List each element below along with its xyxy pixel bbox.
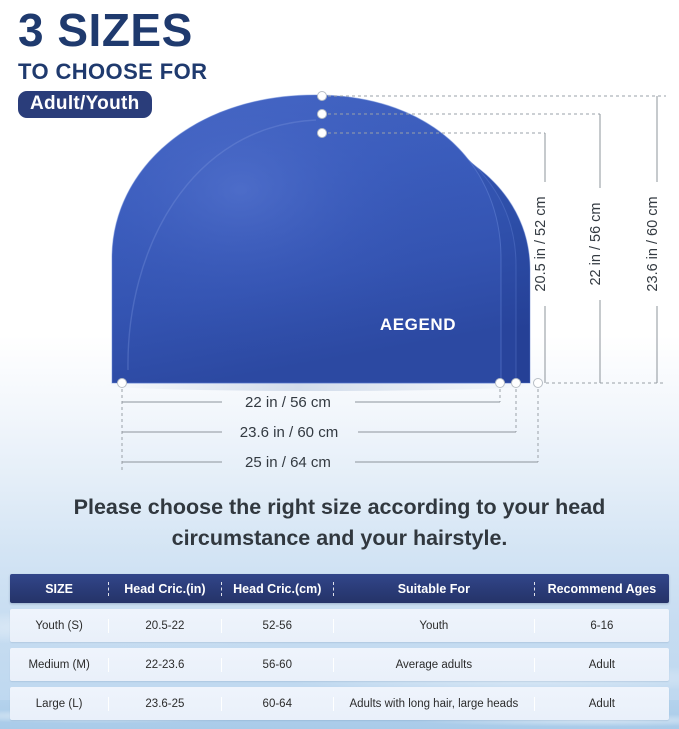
column-header-size: SIZE bbox=[10, 581, 110, 596]
cap-seam-highlight bbox=[127, 119, 317, 371]
table-row: Medium (M) 22-23.6 56-60 Average adults … bbox=[10, 648, 669, 681]
cell-ages: 6-16 bbox=[590, 619, 614, 632]
svg-text:20.5 in / 52 cm: 20.5 in / 52 cm bbox=[533, 196, 549, 291]
cell-size: Large (L) bbox=[10, 696, 110, 711]
cell-head-cm: 60-64 bbox=[222, 696, 334, 711]
anchor-dot-bottom-medium bbox=[511, 378, 521, 388]
anchor-dot-apex-medium bbox=[317, 109, 327, 119]
cell-size: Youth (S) bbox=[10, 618, 110, 633]
anchor-dot-apex-small bbox=[317, 91, 327, 101]
cell-suitable: Adults with long hair, large heads bbox=[334, 696, 535, 711]
audience-badge: Adult/Youth bbox=[18, 91, 152, 118]
table-header-row: SIZE Head Cric.(in) Head Cric.(cm) Suita… bbox=[10, 574, 669, 603]
size-chart-table: SIZE Head Cric.(in) Head Cric.(cm) Suita… bbox=[10, 574, 669, 720]
svg-text:AEGEND: AEGEND bbox=[380, 315, 456, 334]
cell-head-in: 20.5-22 bbox=[109, 618, 222, 633]
dim-row-horizontal-2: 23.6 in / 60 cm bbox=[122, 424, 516, 441]
dim-label-vertical-1: 20.5 in / 52 cm bbox=[533, 182, 554, 306]
column-header-suitable: Suitable For bbox=[334, 581, 535, 596]
dim-label-vertical-3: 23.6 in / 60 cm bbox=[645, 182, 666, 306]
column-header-ages: Recommend Ages bbox=[547, 581, 657, 596]
svg-text:22 in / 56 cm: 22 in / 56 cm bbox=[588, 202, 604, 285]
svg-text:22 in / 56 cm: 22 in / 56 cm bbox=[245, 394, 331, 411]
cell-head-in: 23.6-25 bbox=[109, 696, 222, 711]
dim-label-vertical-2: 22 in / 56 cm bbox=[588, 188, 609, 300]
svg-text:25 in / 64 cm: 25 in / 64 cm bbox=[245, 454, 331, 471]
column-header-head-in: Head Cric.(in) bbox=[109, 581, 222, 596]
cell-ages: Adult bbox=[588, 658, 615, 671]
headline-primary: 3 SIZES bbox=[18, 4, 193, 56]
dim-row-horizontal-1: 22 in / 56 cm bbox=[122, 394, 500, 411]
table-row: Youth (S) 20.5-22 52-56 Youth 6-16 bbox=[10, 609, 669, 642]
anchor-dot-apex-large bbox=[317, 128, 327, 138]
column-header-head-cm: Head Cric.(cm) bbox=[222, 581, 334, 596]
anchor-dot-bottom-large bbox=[533, 378, 543, 388]
cell-ages: Adult bbox=[588, 697, 615, 710]
cell-suitable: Youth bbox=[334, 618, 535, 633]
swim-cap-diagram: AEGEND 20.5 in / 52 cm 22 in / 56 cm 23.… bbox=[105, 91, 666, 471]
brand-logo: AEGEND bbox=[379, 315, 456, 335]
headline-block: 3 SIZES TO CHOOSE FOR Adult/Youth bbox=[18, 4, 207, 118]
cell-suitable: Average adults bbox=[334, 657, 535, 672]
anchor-dot-bottom-small bbox=[495, 378, 505, 388]
swim-cap-small bbox=[111, 94, 502, 384]
dim-row-horizontal-3: 25 in / 64 cm bbox=[122, 454, 538, 471]
cell-size: Medium (M) bbox=[10, 657, 110, 672]
table-row: Large (L) 23.6-25 60-64 Adults with long… bbox=[10, 687, 669, 720]
svg-text:23.6 in / 60 cm: 23.6 in / 60 cm bbox=[240, 424, 338, 441]
cell-head-cm: 56-60 bbox=[222, 657, 334, 672]
headline-secondary: TO CHOOSE FOR bbox=[18, 59, 208, 84]
cell-head-cm: 52-56 bbox=[222, 618, 334, 633]
anchor-dot-bottom-left bbox=[117, 378, 127, 388]
cell-head-in: 22-23.6 bbox=[109, 657, 222, 672]
svg-text:23.6 in / 60 cm: 23.6 in / 60 cm bbox=[645, 196, 661, 291]
sizing-instruction: Please choose the right size according t… bbox=[73, 495, 606, 550]
